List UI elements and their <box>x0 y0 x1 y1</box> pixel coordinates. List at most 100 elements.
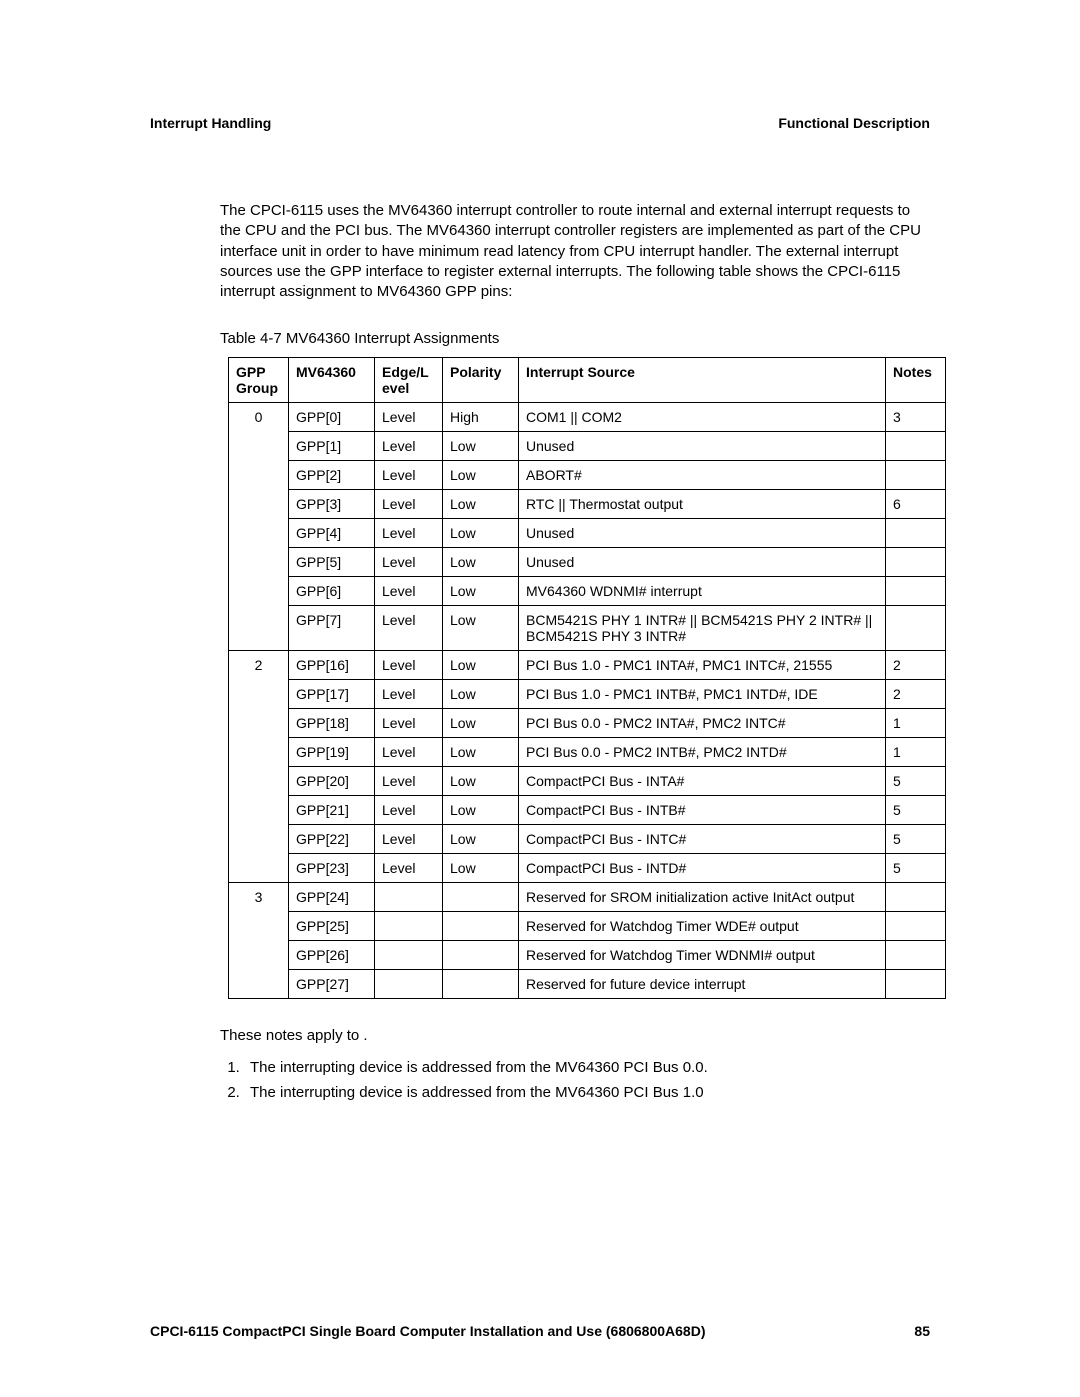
cell-edge: Level <box>375 738 443 767</box>
cell-note <box>886 912 946 941</box>
cell-pol <box>443 883 519 912</box>
cell-mv: GPP[16] <box>289 651 375 680</box>
cell-note <box>886 970 946 999</box>
cell-mv: GPP[27] <box>289 970 375 999</box>
cell-pol: Low <box>443 490 519 519</box>
table-row: GPP[6]LevelLowMV64360 WDNMI# interrupt <box>229 577 946 606</box>
note-item: The interrupting device is addressed fro… <box>244 1084 930 1101</box>
cell-pol: Low <box>443 825 519 854</box>
cell-src: RTC || Thermostat output <box>519 490 886 519</box>
cell-edge: Level <box>375 577 443 606</box>
cell-edge: Level <box>375 403 443 432</box>
cell-edge: Level <box>375 709 443 738</box>
group-cell: 0 <box>229 403 289 651</box>
cell-note <box>886 432 946 461</box>
cell-edge: Level <box>375 680 443 709</box>
cell-src: CompactPCI Bus - INTD# <box>519 854 886 883</box>
cell-note: 2 <box>886 651 946 680</box>
table-row: GPP[7]LevelLowBCM5421S PHY 1 INTR# || BC… <box>229 606 946 651</box>
cell-mv: GPP[19] <box>289 738 375 767</box>
cell-edge: Level <box>375 854 443 883</box>
cell-src: PCI Bus 1.0 - PMC1 INTA#, PMC1 INTC#, 21… <box>519 651 886 680</box>
cell-pol: Low <box>443 432 519 461</box>
table-caption: Table 4-7 MV64360 Interrupt Assignments <box>220 330 930 347</box>
cell-edge: Level <box>375 519 443 548</box>
cell-pol: Low <box>443 796 519 825</box>
cell-src: PCI Bus 1.0 - PMC1 INTB#, PMC1 INTD#, ID… <box>519 680 886 709</box>
footer-left: CPCI-6115 CompactPCI Single Board Comput… <box>150 1323 706 1339</box>
table-row: GPP[26] Reserved for Watchdog Timer WDNMI… <box>229 941 946 970</box>
cell-mv: GPP[21] <box>289 796 375 825</box>
cell-mv: GPP[5] <box>289 548 375 577</box>
cell-note: 5 <box>886 854 946 883</box>
page-header: Interrupt Handling Functional Descriptio… <box>150 115 930 131</box>
cell-note <box>886 577 946 606</box>
col-header-edge: Edge/Level <box>375 358 443 403</box>
cell-edge: Level <box>375 651 443 680</box>
table-row: GPP[2]LevelLowABORT# <box>229 461 946 490</box>
cell-pol <box>443 912 519 941</box>
table-row: GPP[4]LevelLowUnused <box>229 519 946 548</box>
cell-edge <box>375 970 443 999</box>
cell-edge <box>375 883 443 912</box>
cell-pol: Low <box>443 767 519 796</box>
table-row: GPP[18]LevelLowPCI Bus 0.0 - PMC2 INTA#,… <box>229 709 946 738</box>
cell-note: 6 <box>886 490 946 519</box>
cell-note <box>886 941 946 970</box>
cell-mv: GPP[17] <box>289 680 375 709</box>
group-cell: 3 <box>229 883 289 999</box>
cell-edge <box>375 941 443 970</box>
cell-mv: GPP[22] <box>289 825 375 854</box>
cell-edge: Level <box>375 432 443 461</box>
cell-mv: GPP[25] <box>289 912 375 941</box>
cell-src: CompactPCI Bus - INTB# <box>519 796 886 825</box>
cell-src: BCM5421S PHY 1 INTR# || BCM5421S PHY 2 I… <box>519 606 886 651</box>
cell-mv: GPP[7] <box>289 606 375 651</box>
table-row: 3GPP[24]Reserved for SROM initialization… <box>229 883 946 912</box>
cell-src: MV64360 WDNMI# interrupt <box>519 577 886 606</box>
cell-pol: Low <box>443 461 519 490</box>
cell-note: 5 <box>886 796 946 825</box>
cell-mv: GPP[20] <box>289 767 375 796</box>
intro-paragraph: The CPCI-6115 uses the MV64360 interrupt… <box>220 201 930 302</box>
col-header-source: Interrupt Source <box>519 358 886 403</box>
col-header-notes: Notes <box>886 358 946 403</box>
notes-list: The interrupting device is addressed fro… <box>220 1059 930 1101</box>
cell-pol: High <box>443 403 519 432</box>
cell-note: 5 <box>886 767 946 796</box>
cell-note <box>886 883 946 912</box>
notes-intro: These notes apply to . <box>220 1027 930 1044</box>
cell-src: COM1 || COM2 <box>519 403 886 432</box>
table-row: GPP[25]Reserved for Watchdog Timer WDE# … <box>229 912 946 941</box>
table-row: GPP[27] Reserved for future device interr… <box>229 970 946 999</box>
cell-note <box>886 519 946 548</box>
cell-pol: Low <box>443 577 519 606</box>
table-row: GPP[19]LevelLowPCI Bus 0.0 - PMC2 INTB#,… <box>229 738 946 767</box>
cell-src: CompactPCI Bus - INTC# <box>519 825 886 854</box>
table-row: GPP[3]LevelLowRTC || Thermostat output6 <box>229 490 946 519</box>
cell-mv: GPP[26] <box>289 941 375 970</box>
cell-src: Unused <box>519 432 886 461</box>
cell-edge: Level <box>375 825 443 854</box>
cell-src: Reserved for SROM initialization active … <box>519 883 886 912</box>
cell-mv: GPP[3] <box>289 490 375 519</box>
cell-pol: Low <box>443 651 519 680</box>
cell-pol <box>443 970 519 999</box>
cell-src: Reserved for Watchdog Timer WDNMI# outpu… <box>519 941 886 970</box>
cell-src: PCI Bus 0.0 - PMC2 INTB#, PMC2 INTD# <box>519 738 886 767</box>
cell-mv: GPP[18] <box>289 709 375 738</box>
cell-edge: Level <box>375 767 443 796</box>
note-item: The interrupting device is addressed fro… <box>244 1059 930 1076</box>
interrupt-table: GPP Group MV64360 Edge/Level Polarity In… <box>228 357 946 999</box>
table-row: GPP[17]LevelLowPCI Bus 1.0 - PMC1 INTB#,… <box>229 680 946 709</box>
cell-mv: GPP[24] <box>289 883 375 912</box>
cell-src: Reserved for future device interrupt <box>519 970 886 999</box>
cell-note <box>886 606 946 651</box>
cell-pol: Low <box>443 709 519 738</box>
cell-note: 2 <box>886 680 946 709</box>
table-row: GPP[23]LevelLowCompactPCI Bus - INTD#5 <box>229 854 946 883</box>
cell-pol: Low <box>443 606 519 651</box>
cell-mv: GPP[0] <box>289 403 375 432</box>
cell-src: Unused <box>519 548 886 577</box>
cell-mv: GPP[1] <box>289 432 375 461</box>
